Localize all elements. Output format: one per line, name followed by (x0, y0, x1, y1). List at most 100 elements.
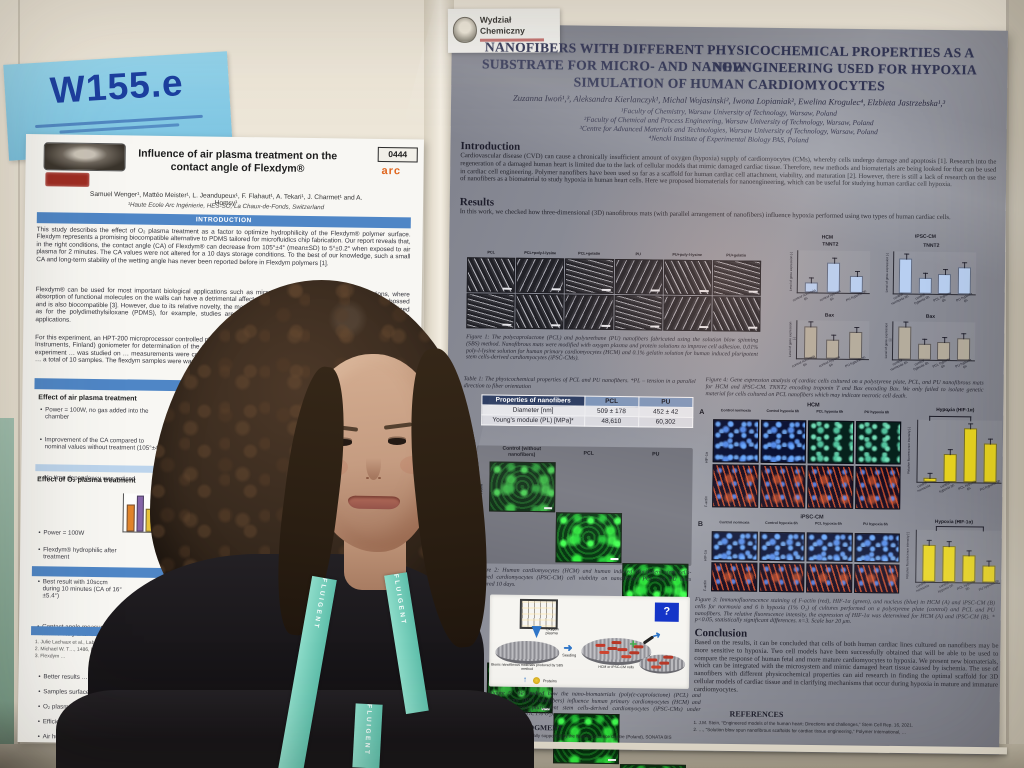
fluorescence-image (555, 512, 623, 564)
right-poster: Wydział Chemiczny NANOFIBERS WITH DIFFER… (402, 0, 1024, 768)
bar (898, 253, 913, 294)
bar (126, 504, 135, 532)
figure3-panelA-letter: A (699, 409, 705, 417)
error-whisker (970, 423, 972, 430)
sem-image (663, 259, 712, 296)
nose (366, 446, 381, 480)
left-poster-o2-heading: Effect of O₂ plasma treatment (37, 476, 136, 485)
fluorescence-image (853, 532, 900, 563)
cardiomyocyte-cells (647, 658, 658, 662)
figure3-col-label: Control normoxia (720, 408, 751, 413)
table-cell: 48,610 (584, 416, 639, 427)
figure3-panelA-grid (712, 419, 902, 510)
introduction-text: Cardiovascular disease (CVD) can cause a… (460, 152, 997, 189)
wall-left-green-strip (0, 418, 14, 768)
mouth (347, 495, 401, 510)
table-cell: 60,302 (638, 416, 693, 428)
wall-seam-left (18, 0, 20, 768)
bar (849, 327, 863, 360)
figure3-col-label: PU hypoxia 6h (863, 522, 888, 527)
error-whisker (964, 261, 966, 268)
error-whisker (905, 253, 907, 260)
gene-chart-xlabels: control normoxia 6h control hypoxia 6h PCL… (886, 357, 974, 376)
sem-image (466, 293, 515, 329)
error-whisker (988, 560, 990, 567)
table-cell: 509 ± 178 (584, 406, 639, 417)
references-heading: REFERENCES (729, 709, 784, 720)
fluorescence-image (806, 532, 853, 562)
left-poster-o2-bullet: Best result with 10sccm during 10 minute… (38, 578, 123, 600)
figure1-caption: Figure 1: The polycaprolactone (PCL) and… (465, 334, 759, 362)
figure5-panel: Oxygen plasma Bionic nanofibrous materia… (488, 594, 691, 689)
left-poster-section-introduction: INTRODUCTION (36, 212, 411, 229)
gene-chart-group-ipsc: iPSC-CM (914, 233, 937, 240)
sem-image (712, 260, 762, 296)
left-poster-o2-bullet: Power = 100W (38, 529, 123, 537)
error-whisker (924, 338, 926, 345)
sem-image (466, 257, 516, 293)
gene-chart-xlabels: control normoxia 6h control hypoxia 6h PU … (790, 354, 868, 375)
figure3-col-label: Control hypoxia 6h (766, 408, 800, 414)
gene-chart-title: Bax (824, 312, 835, 319)
sem-column-label: PU (635, 252, 641, 257)
results-heading: Results (459, 196, 495, 209)
bar (898, 321, 912, 360)
hif-chart-ylabel: Relative fluorescence intensity [-] (905, 532, 910, 580)
error-whisker (856, 271, 858, 278)
significance-marker: * (947, 410, 950, 417)
gene-chart-xlabels: control normoxia 6h control hypoxia 6h PU … (791, 288, 869, 311)
left-poster-air-bullet: Improvement of the CA compared to nomina… (40, 436, 167, 452)
sem-image-grid (466, 257, 762, 332)
wall-right-strip (1009, 0, 1024, 768)
bar (921, 539, 936, 582)
fluorescence-image (806, 563, 852, 593)
figure3-row-label: F-actin (703, 580, 708, 592)
error-whisker (810, 321, 812, 328)
bar (962, 423, 977, 483)
bar (942, 449, 957, 483)
sem-column-label: PU+poly-l-lysine (672, 252, 703, 258)
gene-chart-hcm-tnnt2 (796, 250, 871, 295)
hif-chart-xlabels: control normoxia control hypoxia 6h PCL hy… (910, 479, 1001, 499)
sem-column-label: PCL (487, 250, 496, 255)
bar (957, 261, 971, 295)
sem-image (564, 294, 614, 330)
error-whisker (948, 541, 950, 548)
sem-column-label: PCL+gelatin (578, 251, 601, 256)
error-whisker (929, 472, 931, 479)
sbs-machine-photo (519, 598, 558, 630)
fluorescence-image (760, 419, 807, 464)
gene-chart-xlabels: control normoxia 6h control hypoxia 6h PCL… (887, 291, 975, 312)
table-header-cell: PCL (584, 396, 639, 407)
fluorescence-image (712, 419, 759, 463)
left-poster-number: 0444 (377, 146, 418, 163)
fluorescence-image (711, 531, 758, 561)
left-poster-o2-bullet: Flexdym® hydrophilic after treatment (38, 546, 123, 561)
figure2-col-header: PCL (583, 450, 594, 457)
gene-chart-ipsc-tnnt2 (892, 251, 977, 296)
left-poster-intro-p1: This study describes the effect of O₂ pl… (36, 226, 411, 267)
table-cell: Young's module (PL) [MPa]* (481, 414, 585, 427)
error-whisker (905, 321, 907, 328)
fluorescence-image (758, 531, 805, 562)
table1-caption: Table 1: The physicochemical properties … (463, 376, 696, 390)
hif-chart-title: Hypoxia (HIF-1α) (934, 519, 974, 526)
sem-image (515, 257, 565, 294)
cardiomyocyte-cells (617, 648, 628, 652)
figure3-col-label: Control hypoxia 6h (765, 520, 798, 526)
figure3-col-label: PCL hypoxia 6h (816, 409, 844, 414)
error-whisker (811, 276, 813, 283)
figure2-col-header: Control (without nanofibers) (502, 445, 542, 458)
question-box: ? (654, 602, 679, 622)
right-eyebrow (383, 422, 413, 430)
arrow-down-icon (531, 626, 542, 639)
error-whisker (944, 268, 946, 275)
error-whisker (943, 336, 945, 343)
figure3-col-label: PCL hypoxia 6h (814, 521, 842, 526)
sem-image (613, 295, 663, 331)
gene-chart-title: Bax (925, 313, 936, 320)
arrow-up-icon: ↑ (522, 674, 528, 684)
error-whisker (855, 327, 857, 334)
error-whisker (949, 449, 951, 456)
